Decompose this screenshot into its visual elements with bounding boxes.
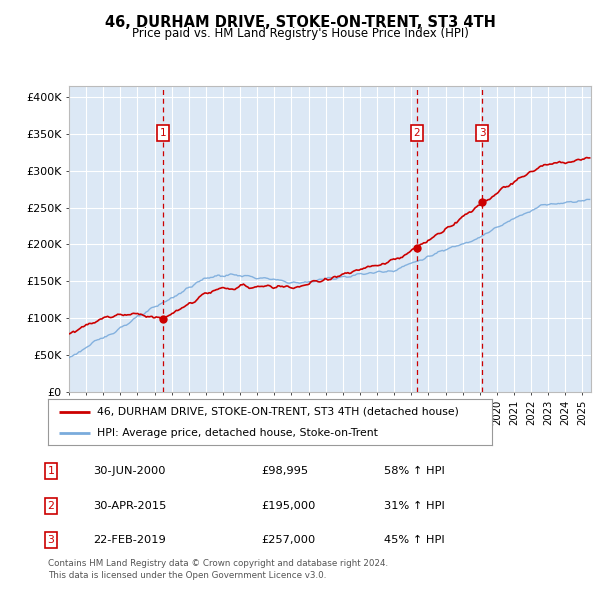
- Text: 46, DURHAM DRIVE, STOKE-ON-TRENT, ST3 4TH: 46, DURHAM DRIVE, STOKE-ON-TRENT, ST3 4T…: [104, 15, 496, 30]
- Text: £257,000: £257,000: [261, 535, 315, 545]
- Text: £195,000: £195,000: [261, 501, 316, 510]
- Text: 1: 1: [47, 467, 55, 476]
- Text: Contains HM Land Registry data © Crown copyright and database right 2024.: Contains HM Land Registry data © Crown c…: [48, 559, 388, 568]
- Text: 58% ↑ HPI: 58% ↑ HPI: [384, 467, 445, 476]
- Text: 30-JUN-2000: 30-JUN-2000: [93, 467, 166, 476]
- Text: £98,995: £98,995: [261, 467, 308, 476]
- Text: 1: 1: [160, 128, 166, 138]
- Text: 2: 2: [47, 501, 55, 510]
- Text: 2: 2: [413, 128, 420, 138]
- Text: 3: 3: [47, 535, 55, 545]
- Text: 31% ↑ HPI: 31% ↑ HPI: [384, 501, 445, 510]
- Text: 22-FEB-2019: 22-FEB-2019: [93, 535, 166, 545]
- Text: 30-APR-2015: 30-APR-2015: [93, 501, 166, 510]
- Text: HPI: Average price, detached house, Stoke-on-Trent: HPI: Average price, detached house, Stok…: [97, 428, 378, 438]
- Text: 46, DURHAM DRIVE, STOKE-ON-TRENT, ST3 4TH (detached house): 46, DURHAM DRIVE, STOKE-ON-TRENT, ST3 4T…: [97, 407, 459, 417]
- Text: This data is licensed under the Open Government Licence v3.0.: This data is licensed under the Open Gov…: [48, 571, 326, 579]
- Text: 3: 3: [479, 128, 485, 138]
- Text: Price paid vs. HM Land Registry's House Price Index (HPI): Price paid vs. HM Land Registry's House …: [131, 27, 469, 40]
- Text: 45% ↑ HPI: 45% ↑ HPI: [384, 535, 445, 545]
